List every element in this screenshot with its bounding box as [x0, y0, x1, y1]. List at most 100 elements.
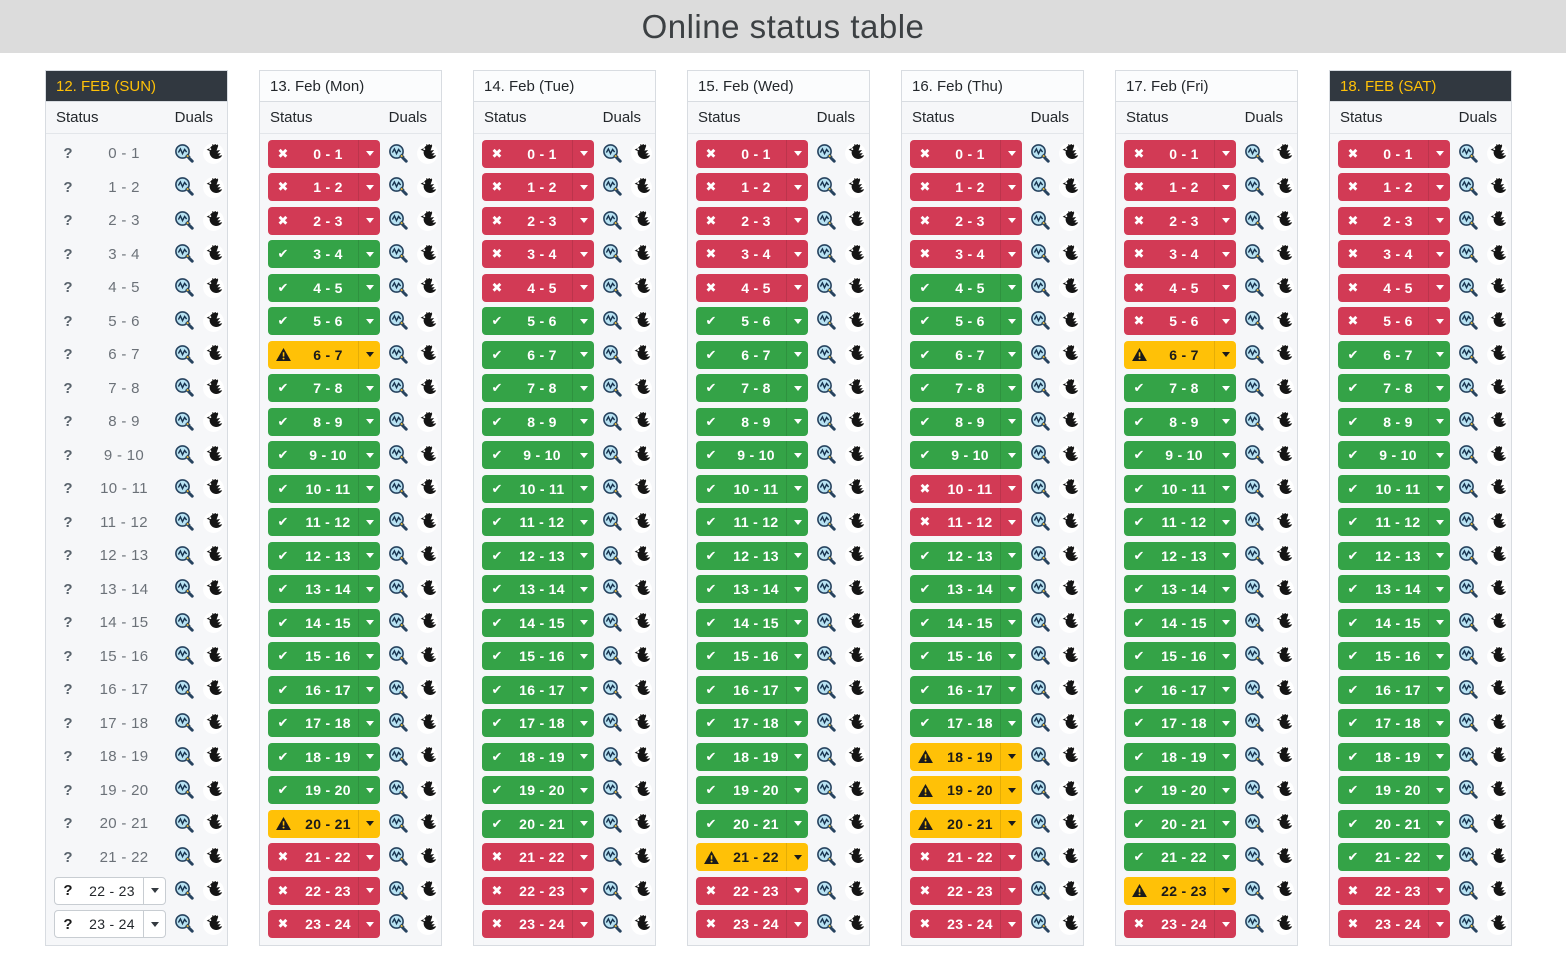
magnifier-chart-icon[interactable] — [601, 912, 623, 936]
bird-icon[interactable] — [202, 242, 225, 266]
caret-down-icon[interactable] — [572, 173, 594, 202]
magnifier-chart-icon[interactable] — [1243, 142, 1265, 166]
caret-down-icon[interactable] — [1000, 843, 1022, 872]
bird-icon[interactable] — [416, 242, 439, 266]
magnifier-chart-icon[interactable] — [387, 276, 409, 300]
caret-down-icon[interactable] — [786, 474, 808, 503]
magnifier-chart-icon[interactable] — [1243, 477, 1265, 501]
caret-down-icon[interactable] — [572, 709, 594, 738]
caret-down-icon[interactable] — [358, 675, 380, 704]
bird-icon[interactable] — [202, 443, 225, 467]
caret-down-icon[interactable] — [786, 776, 808, 805]
caret-down-icon[interactable] — [358, 340, 380, 369]
magnifier-chart-icon[interactable] — [1029, 879, 1051, 903]
bird-icon[interactable] — [416, 577, 439, 601]
bird-icon[interactable] — [1272, 678, 1295, 702]
caret-down-icon[interactable] — [1428, 206, 1450, 235]
status-dropdown-button[interactable]: ✖ 1 - 2 — [910, 173, 1022, 202]
magnifier-chart-icon[interactable] — [173, 845, 195, 869]
bird-icon[interactable] — [630, 778, 653, 802]
magnifier-chart-icon[interactable] — [815, 845, 837, 869]
magnifier-chart-icon[interactable] — [1029, 745, 1051, 769]
bird-icon[interactable] — [630, 276, 653, 300]
status-dropdown-button[interactable]: ✔ 12 - 13 — [482, 541, 594, 570]
bird-icon[interactable] — [202, 644, 225, 668]
status-dropdown-button[interactable]: ✔ 17 - 18 — [1338, 709, 1450, 738]
caret-down-icon[interactable] — [1214, 206, 1236, 235]
caret-down-icon[interactable] — [572, 776, 594, 805]
caret-down-icon[interactable] — [572, 541, 594, 570]
magnifier-chart-icon[interactable] — [387, 778, 409, 802]
status-dropdown-button[interactable]: ✖ 2 - 3 — [1124, 206, 1236, 235]
caret-down-icon[interactable] — [572, 642, 594, 671]
magnifier-chart-icon[interactable] — [173, 678, 195, 702]
status-dropdown-button[interactable]: ✖ 4 - 5 — [1124, 273, 1236, 302]
magnifier-chart-icon[interactable] — [1457, 845, 1479, 869]
status-dropdown-button[interactable]: ✔ 13 - 14 — [482, 575, 594, 604]
caret-down-icon[interactable] — [1428, 541, 1450, 570]
bird-icon[interactable] — [630, 242, 653, 266]
bird-icon[interactable] — [416, 343, 439, 367]
caret-down-icon[interactable] — [1000, 709, 1022, 738]
magnifier-chart-icon[interactable] — [601, 443, 623, 467]
bird-icon[interactable] — [1486, 477, 1509, 501]
status-dropdown-button[interactable]: ✔ 6 - 7 — [696, 340, 808, 369]
bird-icon[interactable] — [630, 309, 653, 333]
caret-down-icon[interactable] — [1428, 508, 1450, 537]
status-dropdown-button[interactable]: ✔ 13 - 14 — [268, 575, 380, 604]
caret-down-icon[interactable] — [786, 675, 808, 704]
caret-down-icon[interactable] — [358, 407, 380, 436]
bird-icon[interactable] — [1058, 577, 1081, 601]
caret-down-icon[interactable] — [358, 843, 380, 872]
magnifier-chart-icon[interactable] — [387, 577, 409, 601]
bird-icon[interactable] — [1486, 912, 1509, 936]
status-dropdown-button[interactable]: ✖ 23 - 24 — [696, 910, 808, 939]
caret-down-icon[interactable] — [1428, 139, 1450, 168]
status-dropdown-button[interactable]: ✔ 9 - 10 — [482, 441, 594, 470]
unknown-status-dropdown-button[interactable]: ? 23 - 24 — [54, 910, 166, 939]
magnifier-chart-icon[interactable] — [1029, 912, 1051, 936]
magnifier-chart-icon[interactable] — [387, 410, 409, 434]
bird-icon[interactable] — [630, 376, 653, 400]
caret-down-icon[interactable] — [1428, 910, 1450, 939]
bird-icon[interactable] — [1058, 309, 1081, 333]
bird-icon[interactable] — [630, 812, 653, 836]
bird-icon[interactable] — [1486, 644, 1509, 668]
status-dropdown-button[interactable]: ✔ 12 - 13 — [696, 541, 808, 570]
status-dropdown-button[interactable]: ✔ 17 - 18 — [1124, 709, 1236, 738]
caret-down-icon[interactable] — [1214, 608, 1236, 637]
bird-icon[interactable] — [202, 477, 225, 501]
caret-down-icon[interactable] — [358, 575, 380, 604]
magnifier-chart-icon[interactable] — [1029, 477, 1051, 501]
caret-down-icon[interactable] — [786, 307, 808, 336]
magnifier-chart-icon[interactable] — [601, 611, 623, 635]
caret-down-icon[interactable] — [1000, 541, 1022, 570]
magnifier-chart-icon[interactable] — [1243, 745, 1265, 769]
magnifier-chart-icon[interactable] — [173, 812, 195, 836]
magnifier-chart-icon[interactable] — [1029, 812, 1051, 836]
magnifier-chart-icon[interactable] — [1029, 142, 1051, 166]
status-dropdown-button[interactable]: ✖ 5 - 6 — [1124, 307, 1236, 336]
magnifier-chart-icon[interactable] — [173, 879, 195, 903]
bird-icon[interactable] — [1058, 242, 1081, 266]
bird-icon[interactable] — [416, 276, 439, 300]
bird-icon[interactable] — [416, 879, 439, 903]
magnifier-chart-icon[interactable] — [387, 644, 409, 668]
bird-icon[interactable] — [202, 376, 225, 400]
bird-icon[interactable] — [844, 443, 867, 467]
caret-down-icon[interactable] — [786, 240, 808, 269]
bird-icon[interactable] — [1272, 343, 1295, 367]
magnifier-chart-icon[interactable] — [1457, 209, 1479, 233]
bird-icon[interactable] — [416, 410, 439, 434]
status-dropdown-button[interactable]: ✔ 7 - 8 — [1124, 374, 1236, 403]
caret-down-icon[interactable] — [1214, 809, 1236, 838]
magnifier-chart-icon[interactable] — [1243, 678, 1265, 702]
bird-icon[interactable] — [202, 611, 225, 635]
bird-icon[interactable] — [1058, 544, 1081, 568]
caret-down-icon[interactable] — [1214, 340, 1236, 369]
bird-icon[interactable] — [202, 309, 225, 333]
magnifier-chart-icon[interactable] — [815, 309, 837, 333]
bird-icon[interactable] — [1486, 309, 1509, 333]
status-dropdown-button[interactable]: ✔ 11 - 12 — [1124, 508, 1236, 537]
bird-icon[interactable] — [1058, 477, 1081, 501]
